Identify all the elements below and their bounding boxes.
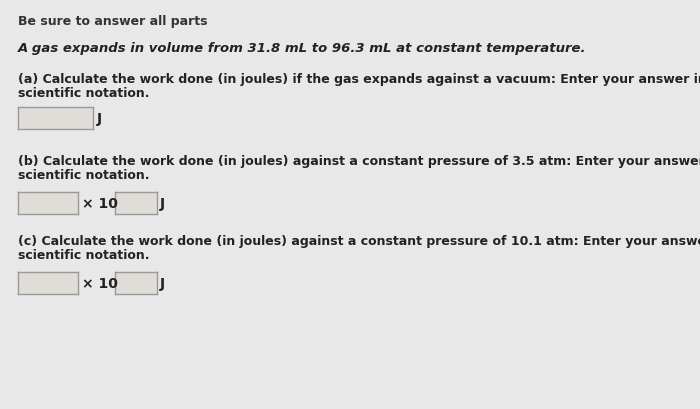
Text: J: J [160,196,165,211]
Text: (a) Calculate the work done (in joules) if the gas expands against a vacuum: Ent: (a) Calculate the work done (in joules) … [18,73,700,86]
Text: J: J [97,112,102,126]
Text: (b) Calculate the work done (in joules) against a constant pressure of 3.5 atm: : (b) Calculate the work done (in joules) … [18,155,700,168]
Text: × 10: × 10 [82,276,118,290]
Text: J: J [160,276,165,290]
Text: (c) Calculate the work done (in joules) against a constant pressure of 10.1 atm:: (c) Calculate the work done (in joules) … [18,234,700,247]
Text: scientific notation.: scientific notation. [18,169,150,182]
Text: Be sure to answer all parts: Be sure to answer all parts [18,15,207,28]
Text: A gas expands in volume from 31.8 mL to 96.3 mL at constant temperature.: A gas expands in volume from 31.8 mL to … [18,42,587,55]
Text: scientific notation.: scientific notation. [18,87,150,100]
Text: scientific notation.: scientific notation. [18,248,150,261]
Text: × 10: × 10 [82,196,118,211]
